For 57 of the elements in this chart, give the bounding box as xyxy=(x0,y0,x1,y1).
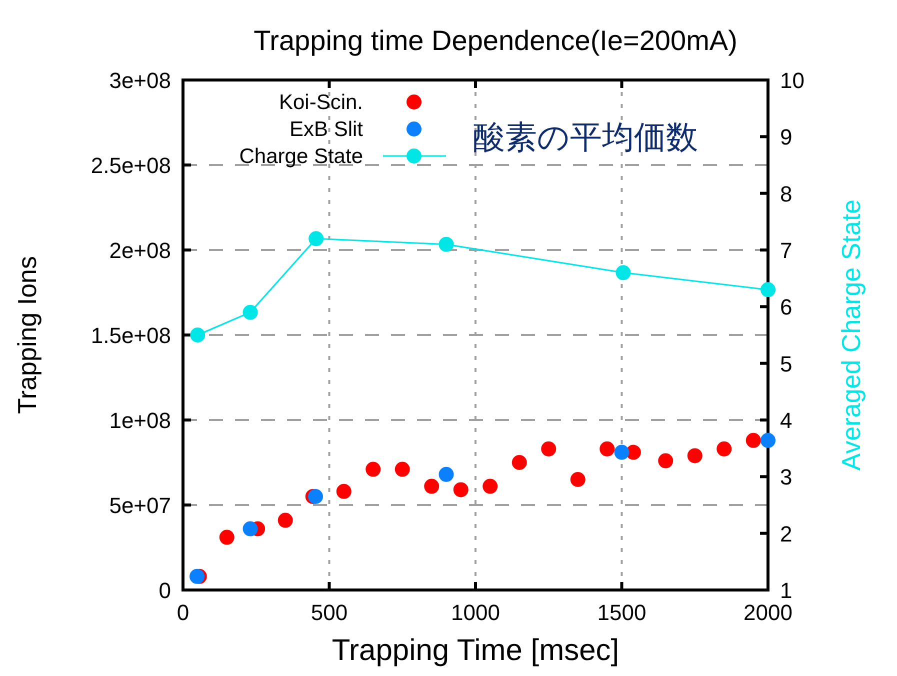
y-tick-label: 2e+08 xyxy=(109,238,171,263)
point xyxy=(394,462,410,477)
point xyxy=(687,448,702,464)
point xyxy=(278,512,293,528)
point xyxy=(716,441,732,456)
point xyxy=(438,236,454,252)
y-tick-label: 5e+07 xyxy=(109,493,171,518)
y2-tick-label: 5 xyxy=(780,351,792,376)
annotation: 酸素の平均価数 xyxy=(473,118,698,156)
point xyxy=(616,265,631,280)
legend-label: Koi-Scin. xyxy=(278,91,363,114)
point xyxy=(658,453,674,468)
y-tick-label: 1.5e+08 xyxy=(90,323,171,348)
y-tick-label: 2.5e+08 xyxy=(90,153,171,178)
point xyxy=(242,304,258,320)
point xyxy=(366,462,381,477)
x-tick-label: 1500 xyxy=(597,600,646,625)
y-axis-title: Trapping Ions xyxy=(12,256,42,414)
y-tick-label: 3e+08 xyxy=(109,68,171,93)
point xyxy=(482,478,498,494)
y2-tick-label: 2 xyxy=(780,521,792,546)
point xyxy=(600,441,615,456)
y2-tick-label: 1 xyxy=(780,578,792,603)
point xyxy=(453,482,468,498)
point xyxy=(760,282,776,298)
point xyxy=(336,484,352,499)
point xyxy=(219,530,234,545)
legend-label: ExB Slit xyxy=(289,118,364,141)
y2-tick-label: 10 xyxy=(780,68,804,93)
y2-tick-label: 9 xyxy=(780,124,792,150)
point xyxy=(541,441,556,456)
point xyxy=(424,478,440,494)
y2-tick-label: 4 xyxy=(780,408,792,433)
legend-label: Charge State xyxy=(239,145,363,168)
point xyxy=(242,521,258,536)
point xyxy=(760,432,776,448)
y2-tick-label: 6 xyxy=(780,294,792,320)
y-tick-label: 1e+08 xyxy=(109,408,171,433)
y2-tick-label: 3 xyxy=(780,464,792,490)
x-tick-label: 2000 xyxy=(744,600,792,625)
point xyxy=(438,466,454,482)
point xyxy=(190,328,206,342)
y2-axis-title: Averaged Charge State xyxy=(836,199,866,471)
point xyxy=(308,231,324,246)
chart-title: Trapping time Dependence(Ie=200mA) xyxy=(254,25,738,56)
y2-tick-label: 8 xyxy=(780,181,792,206)
point xyxy=(746,432,761,448)
x-tick-label: 1000 xyxy=(451,600,500,625)
point xyxy=(512,455,527,470)
x-tick-label: 500 xyxy=(310,600,348,625)
point xyxy=(614,444,630,460)
point xyxy=(570,472,586,487)
point xyxy=(308,489,324,504)
x-tick-label: 0 xyxy=(176,600,190,625)
y-tick-label: 0 xyxy=(158,578,171,603)
x-axis-title: Trapping Time [msec] xyxy=(332,634,620,667)
y2-tick-label: 7 xyxy=(780,238,792,263)
